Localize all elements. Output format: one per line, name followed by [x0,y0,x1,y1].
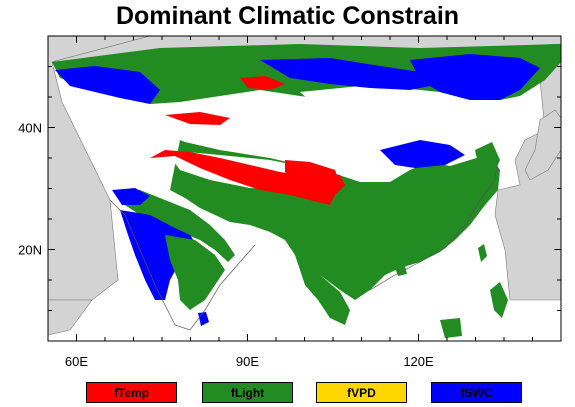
north-china-blue [380,140,465,168]
x-tick-label: 60E [65,354,88,369]
legend-item-ftemp: fTemp [86,382,177,403]
fswc-region [55,54,540,326]
tianshan-red [165,112,230,125]
tibet-east-red [285,160,340,190]
ne-china-blue [410,54,540,100]
altai-red [240,76,285,90]
pakistan-blue [112,188,150,205]
india-blue [120,210,200,300]
y-tick-label: 20N [18,243,42,258]
x-axis: 60E 90E 120E [65,36,533,369]
india-west [118,190,235,262]
coastline-china [369,159,499,291]
se-asia [295,255,350,325]
map-title: Dominant Climatic Constrain [115,2,460,30]
x-tick-label: 120E [403,354,434,369]
japan-land [524,109,562,181]
taiwan [478,244,487,262]
india-green [165,235,225,310]
legend-item-flight: fLight [202,382,293,403]
mongolia-blue [260,58,440,90]
gobi-blank [300,86,440,120]
x-tick-label: 90E [236,354,259,369]
island-region [395,244,508,338]
y-axis: 40N 20N [18,35,561,311]
legend-item-fvpd: fVPD [316,382,407,403]
legend-label: fSWC [460,385,493,400]
korea [475,142,500,178]
philippines [490,282,508,318]
map-panel [47,35,562,342]
borneo-tip [440,318,462,338]
legend-item-fswc: fSWC [431,382,522,403]
coastlines [109,159,499,331]
coastline-india [109,199,256,331]
legend-label: fLight [230,385,265,400]
central-asia-blue [55,66,160,104]
legend-label: fVPD [347,385,376,400]
y-tick-label: 40N [18,121,42,136]
india-center [165,235,225,310]
legend-label: fTemp [113,385,150,400]
himalaya-red [150,150,345,205]
ftemp-region [150,76,345,205]
